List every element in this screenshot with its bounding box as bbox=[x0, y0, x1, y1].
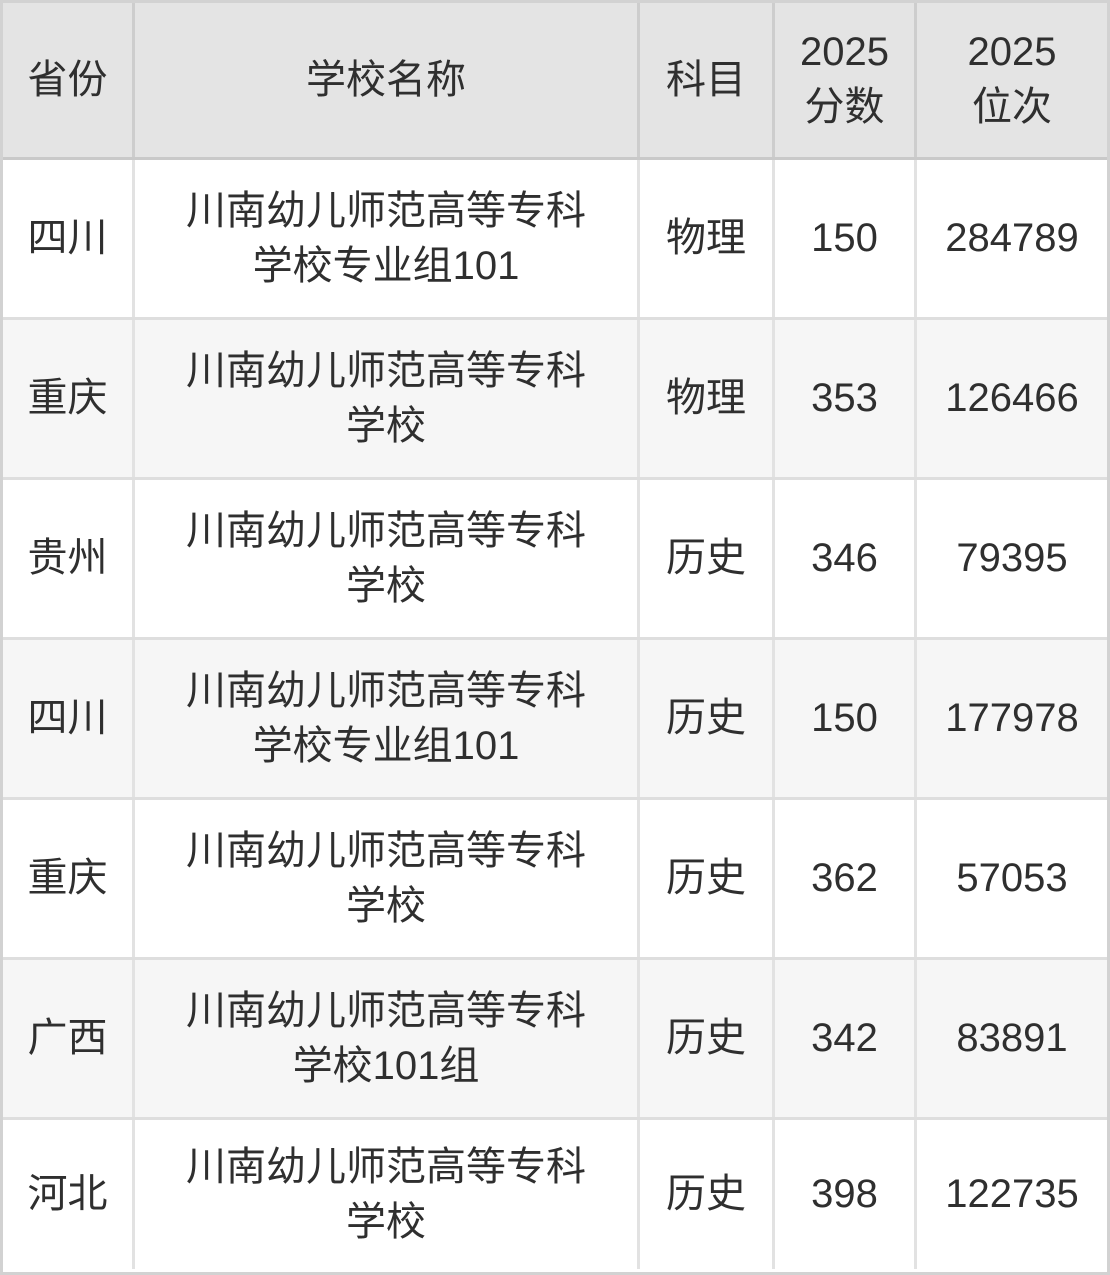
cell-rank-2025: 79395 bbox=[956, 536, 1068, 580]
cell-province: 重庆 bbox=[3, 800, 135, 957]
cell-score-2025: 346 bbox=[775, 480, 917, 637]
table-row: 四川 川南幼儿师范高等专科 学校专业组101 物理 150 284789 bbox=[3, 160, 1107, 320]
cell-school: 川南幼儿师范高等专科 学校 bbox=[135, 480, 640, 637]
cell-province: 贵州 bbox=[3, 480, 135, 637]
cell-subject: 历史 bbox=[640, 960, 775, 1117]
column-header-score-2025: 2025 分数 bbox=[775, 3, 917, 157]
cell-province: 重庆 bbox=[3, 320, 135, 477]
cell-province: 河北 bbox=[3, 1120, 135, 1269]
cell-subject: 历史 bbox=[640, 1120, 775, 1269]
cell-school: 川南幼儿师范高等专科 学校 bbox=[135, 1120, 640, 1269]
cell-rank-2025: 122735 bbox=[945, 1172, 1079, 1216]
cell-province: 广西 bbox=[3, 960, 135, 1117]
table-header-row: 省份 学校名称 科目 2025 分数 2025 位次 bbox=[3, 3, 1107, 160]
table-row: 四川 川南幼儿师范高等专科 学校专业组101 历史 150 177978 bbox=[3, 640, 1107, 800]
cell-subject: 历史 bbox=[640, 800, 775, 957]
cell-rank-2025: 57053 bbox=[956, 856, 1068, 900]
cell-score-2025: 150 bbox=[775, 160, 917, 317]
cell-score-2025: 398 bbox=[775, 1120, 917, 1269]
column-header-province: 省份 bbox=[3, 3, 135, 157]
table-row: 广西 川南幼儿师范高等专科 学校101组 历史 342 83891 bbox=[3, 960, 1107, 1120]
table-row: 贵州 川南幼儿师范高等专科 学校 历史 346 79395 bbox=[3, 480, 1107, 640]
cell-score-2025: 353 bbox=[775, 320, 917, 477]
cell-subject: 物理 bbox=[640, 160, 775, 317]
cell-province: 四川 bbox=[3, 160, 135, 317]
cell-school: 川南幼儿师范高等专科 学校专业组101 bbox=[135, 640, 640, 797]
column-header-rank-2025: 2025 位次 bbox=[967, 30, 1057, 129]
cell-subject: 历史 bbox=[640, 480, 775, 637]
cell-school: 川南幼儿师范高等专科 学校 bbox=[135, 800, 640, 957]
cell-subject: 物理 bbox=[640, 320, 775, 477]
cell-province: 四川 bbox=[3, 640, 135, 797]
cell-score-2025: 150 bbox=[775, 640, 917, 797]
cell-score-2025: 362 bbox=[775, 800, 917, 957]
column-header-subject: 科目 bbox=[640, 3, 775, 157]
cell-school: 川南幼儿师范高等专科 学校101组 bbox=[135, 960, 640, 1117]
table-row: 河北 川南幼儿师范高等专科 学校 历史 398 122735 bbox=[3, 1120, 1107, 1269]
cell-school: 川南幼儿师范高等专科 学校 bbox=[135, 320, 640, 477]
cell-rank-2025: 284789 bbox=[945, 216, 1079, 260]
cell-school: 川南幼儿师范高等专科 学校专业组101 bbox=[135, 160, 640, 317]
cell-rank-2025: 177978 bbox=[945, 696, 1079, 740]
table-row: 重庆 川南幼儿师范高等专科 学校 历史 362 57053 bbox=[3, 800, 1107, 960]
column-header-school: 学校名称 bbox=[135, 3, 640, 157]
cell-subject: 历史 bbox=[640, 640, 775, 797]
table-row: 重庆 川南幼儿师范高等专科 学校 物理 353 126466 bbox=[3, 320, 1107, 480]
cell-score-2025: 342 bbox=[775, 960, 917, 1117]
cell-rank-2025: 83891 bbox=[956, 1016, 1068, 1060]
cell-rank-2025: 126466 bbox=[945, 376, 1079, 420]
